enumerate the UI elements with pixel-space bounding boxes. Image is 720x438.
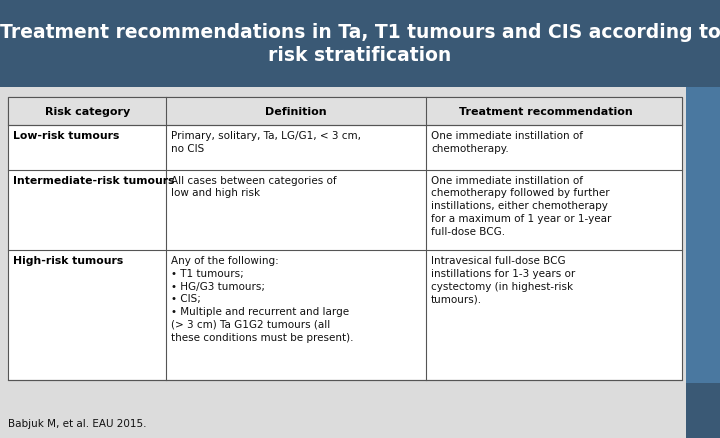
Text: Intravesical full-dose BCG
instillations for 1-3 years or
cystectomy (in highest: Intravesical full-dose BCG instillations… bbox=[431, 255, 575, 304]
Text: All cases between categories of
low and high risk: All cases between categories of low and … bbox=[171, 175, 337, 198]
Bar bbox=[0, 0, 720, 88]
Text: Treatment recommendations in Ta, T1 tumours and CIS according to
risk stratifica: Treatment recommendations in Ta, T1 tumo… bbox=[0, 23, 720, 65]
Text: Treatment recommendation: Treatment recommendation bbox=[459, 107, 632, 117]
Text: Definition: Definition bbox=[266, 107, 327, 117]
Text: Any of the following:
• T1 tumours;
• HG/G3 tumours;
• CIS;
• Multiple and recur: Any of the following: • T1 tumours; • HG… bbox=[171, 255, 354, 342]
Bar bbox=[8, 98, 682, 126]
Text: Primary, solitary, Ta, LG/G1, < 3 cm,
no CIS: Primary, solitary, Ta, LG/G1, < 3 cm, no… bbox=[171, 131, 361, 153]
Bar bbox=[686, 88, 720, 383]
Text: Risk category: Risk category bbox=[45, 107, 130, 117]
Text: Low-risk tumours: Low-risk tumours bbox=[13, 131, 120, 141]
Bar bbox=[686, 0, 720, 88]
Text: One immediate instillation of
chemotherapy followed by further
instillations, ei: One immediate instillation of chemothera… bbox=[431, 175, 611, 236]
Text: One immediate instillation of
chemotherapy.: One immediate instillation of chemothera… bbox=[431, 131, 583, 153]
Text: High-risk tumours: High-risk tumours bbox=[13, 255, 123, 265]
Text: Babjuk M, et al. EAU 2015.: Babjuk M, et al. EAU 2015. bbox=[8, 418, 146, 428]
Text: Intermediate-risk tumours: Intermediate-risk tumours bbox=[13, 175, 174, 185]
Bar bbox=[8, 98, 682, 380]
Bar bbox=[686, 383, 720, 438]
